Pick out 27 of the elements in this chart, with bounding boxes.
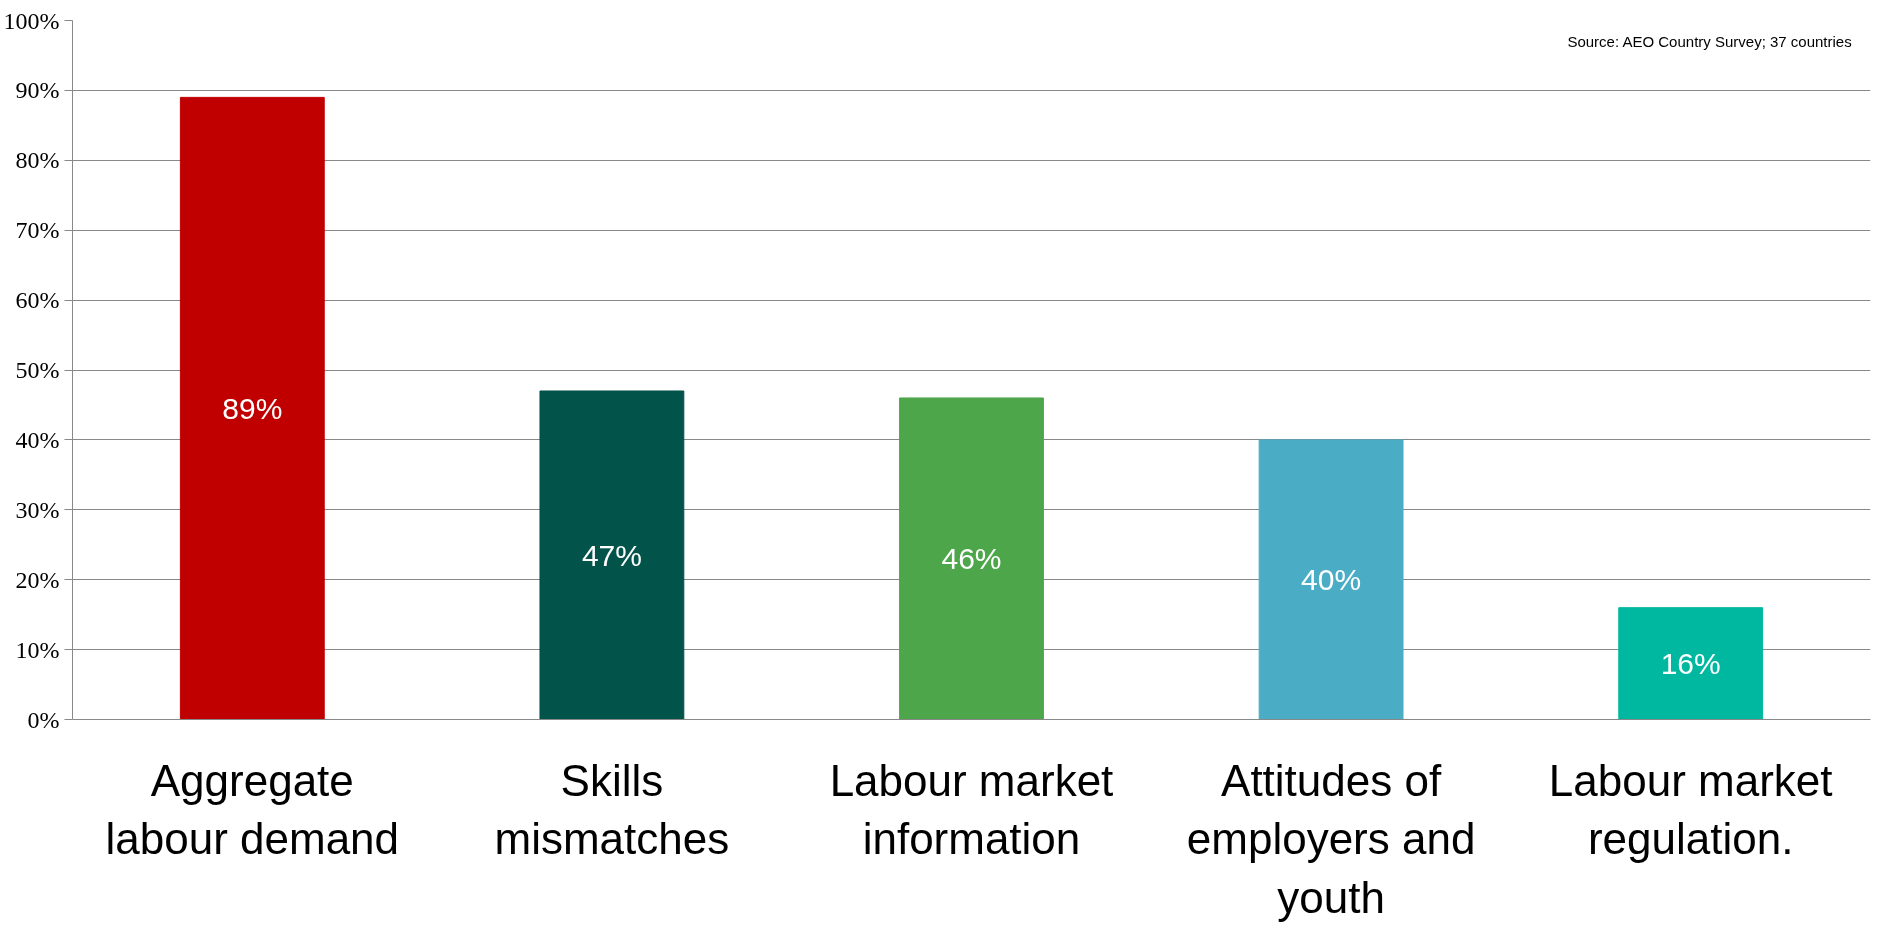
- y-tick-label: 10%: [15, 636, 60, 663]
- data-label: 16%: [1660, 647, 1721, 681]
- bar: [1618, 607, 1764, 720]
- y-tick-label: 80%: [15, 147, 60, 174]
- bar: [179, 96, 325, 720]
- x-tick-label: Aggregate labour demand: [105, 755, 400, 864]
- x-tick-label: Labour market information: [829, 755, 1114, 864]
- y-tick-label: 30%: [15, 496, 60, 523]
- x-tick-label: Attitudes of employers and youth: [1186, 755, 1476, 923]
- y-tick-label: 0%: [27, 706, 60, 733]
- y-tick-label: 90%: [15, 77, 60, 104]
- data-label: 46%: [941, 542, 1002, 576]
- y-tick-label: 20%: [15, 566, 60, 593]
- bar: [1258, 439, 1404, 720]
- y-tick-label: 40%: [15, 426, 60, 453]
- x-tick-label: Skills mismatches: [494, 755, 730, 864]
- data-label: 89%: [222, 391, 283, 425]
- y-tick-label: 100%: [3, 7, 60, 34]
- annotation: Source: AEO Country Survey; 37 countries: [1567, 32, 1852, 50]
- data-label: 40%: [1301, 563, 1362, 597]
- bar: [899, 397, 1044, 720]
- data-label: 47%: [581, 538, 642, 572]
- bar: [539, 390, 685, 720]
- y-tick-label: 70%: [15, 217, 60, 244]
- y-tick-label: 60%: [15, 287, 60, 314]
- x-tick-label: Labour market regulation.: [1548, 755, 1833, 864]
- y-tick-label: 50%: [15, 357, 60, 383]
